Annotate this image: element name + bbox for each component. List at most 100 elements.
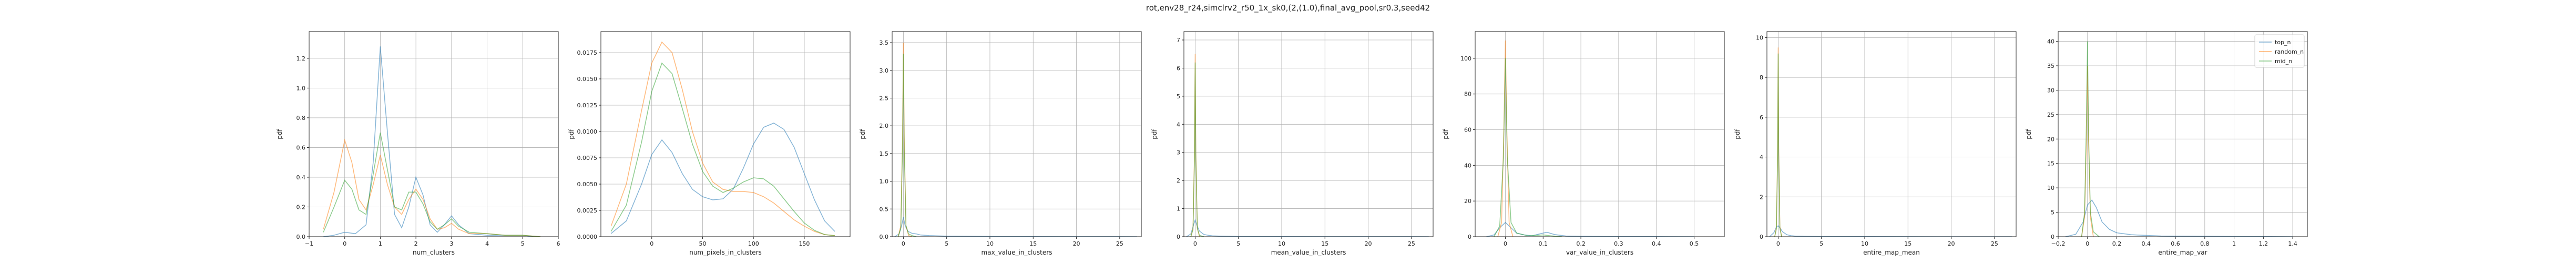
legend-label-mid_n: mid_n: [2275, 58, 2292, 65]
y-axis-label: pdf: [276, 129, 283, 139]
x-tick-label: 1.2: [2259, 240, 2268, 247]
y-tick-label: 8: [1760, 74, 1763, 81]
y-tick-label: 20: [1464, 198, 1471, 205]
axes-frame: [600, 31, 851, 237]
y-tick-label: 0.0025: [577, 207, 598, 214]
y-tick-label: 6: [1760, 114, 1763, 121]
x-tick-label: 150: [799, 240, 810, 247]
y-tick-label: 10: [1756, 34, 1763, 41]
y-tick-label: 15: [2047, 160, 2054, 167]
series-line-mid_n: [1494, 58, 1562, 237]
x-tick-label: 10: [1278, 240, 1285, 247]
figure-title: rot,env28_r24,simclrv2_r50_1x_sk0,(2,(1.…: [1146, 3, 1430, 13]
y-tick-label: 40: [1464, 162, 1471, 169]
subplot-6: 0 5 10 15 20 25 0 2 4 6 8 10 entire_map_mean pdf: [1734, 31, 2017, 256]
y-tick-label: 40: [2047, 38, 2054, 45]
x-axis-label: entire_map_var: [2158, 249, 2207, 256]
x-tick-label: 15: [1321, 240, 1328, 247]
x-tick-label: 15: [1904, 240, 1911, 247]
x-axis-label: mean_value_in_clusters: [1271, 249, 1346, 256]
series-line-mid_n: [323, 133, 541, 237]
y-tick-label: 3.0: [880, 67, 889, 74]
series-line-top_n: [610, 123, 835, 234]
subplot-7: −0.2 0 0.2 0.4 0.6 0.8 1 1.2 1.40510152025303540…: [2025, 31, 2308, 256]
legend-label-random_n: random_n: [2275, 48, 2304, 55]
x-tick-label: 1: [2232, 240, 2236, 247]
legend: top_n random_n mid_n: [2254, 34, 2305, 68]
subplot-1: −1 0 1 2 3 4 5 6 0.0 0.2 0.4 0.6 0.8 1.0 1.2 num_cluste…: [276, 31, 560, 256]
y-axis-label: pdf: [568, 129, 575, 139]
x-tick-label: 0: [2086, 240, 2089, 247]
x-tick-label: 20: [1073, 240, 1080, 247]
x-tick-label: 2: [414, 240, 418, 247]
y-tick-label: 0.8: [297, 115, 306, 122]
y-tick-label: 5: [1177, 93, 1180, 100]
y-tick-label: 1.2: [297, 55, 306, 62]
x-tick-label: 25: [1116, 240, 1123, 247]
x-tick-label: 0: [1193, 240, 1197, 247]
x-tick-label: 0.6: [2171, 240, 2180, 247]
y-tick-label: 0.0125: [577, 102, 598, 109]
axes-frame: [309, 31, 559, 237]
y-tick-label: 0: [1760, 234, 1763, 240]
y-tick-label: 0: [1177, 234, 1180, 240]
y-tick-label: 7: [1177, 37, 1180, 44]
y-tick-label: 1.5: [880, 150, 889, 157]
y-tick-label: 80: [1464, 91, 1471, 98]
x-tick-label: 5: [1819, 240, 1823, 247]
y-tick-label: 10: [2047, 185, 2054, 191]
y-tick-label: 0: [1468, 234, 1471, 240]
x-tick-label: 4: [485, 240, 489, 247]
y-tick-label: 20: [2047, 136, 2054, 143]
y-tick-label: 0.0100: [577, 128, 598, 135]
x-tick-label: 5: [945, 240, 948, 247]
y-tick-label: 0.6: [297, 144, 306, 151]
series-line-mid_n: [1190, 62, 1204, 237]
y-tick-label: 0.2: [297, 204, 306, 210]
y-tick-label: 60: [1464, 127, 1471, 134]
y-tick-label: 25: [2047, 112, 2054, 118]
x-tick-label: −1: [305, 240, 313, 247]
x-tick-label: 0: [902, 240, 905, 247]
series-line-mid_n: [2081, 41, 2100, 237]
x-tick-label: 3: [449, 240, 453, 247]
y-axis-label: pdf: [859, 129, 866, 139]
y-tick-label: 0.0: [880, 234, 889, 240]
x-tick-label: 5: [1236, 240, 1240, 247]
series-line-random_n: [1497, 40, 1514, 237]
x-tick-label: 0.1: [1539, 240, 1548, 247]
x-tick-label: 0.3: [1614, 240, 1623, 247]
x-tick-label: 0: [343, 240, 346, 247]
x-tick-label: 0: [1504, 240, 1507, 247]
y-tick-label: 2: [1177, 177, 1180, 184]
y-tick-label: 0: [2051, 234, 2054, 240]
y-tick-label: 3: [1177, 149, 1180, 156]
x-tick-label: 100: [748, 240, 759, 247]
x-tick-label: 0.2: [2112, 240, 2122, 247]
y-axis-label: pdf: [2025, 129, 2032, 139]
x-tick-label: 0: [650, 240, 653, 247]
legend-label-top_n: top_n: [2275, 39, 2291, 46]
series-line-mid_n: [610, 62, 835, 236]
y-tick-label: 0.0075: [577, 155, 598, 161]
y-axis-label: pdf: [1442, 129, 1449, 139]
x-axis-label: max_value_in_clusters: [982, 249, 1052, 256]
axes-frame: [1183, 31, 1434, 237]
x-tick-label: 6: [557, 240, 560, 247]
y-tick-label: 100: [1460, 55, 1471, 62]
y-tick-label: 0.0050: [577, 181, 598, 188]
x-tick-label: −0.2: [2051, 240, 2066, 247]
x-tick-label: 0.5: [1690, 240, 1699, 247]
subplots: −1 0 1 2 3 4 5 6 0.0 0.2 0.4 0.6 0.8 1.0 1.2 num_cluste…: [276, 31, 2308, 256]
legend-box: [2254, 34, 2305, 68]
series-line-random_n: [323, 138, 541, 237]
x-tick-label: 10: [1861, 240, 1868, 247]
series-line-mid_n: [897, 54, 917, 237]
y-tick-label: 1.0: [297, 85, 306, 92]
x-tick-label: 20: [1948, 240, 1955, 247]
x-tick-label: 0.8: [2200, 240, 2210, 247]
y-tick-label: 2.5: [880, 95, 889, 102]
y-tick-label: 35: [2047, 63, 2054, 69]
series-line-top_n: [323, 46, 534, 237]
